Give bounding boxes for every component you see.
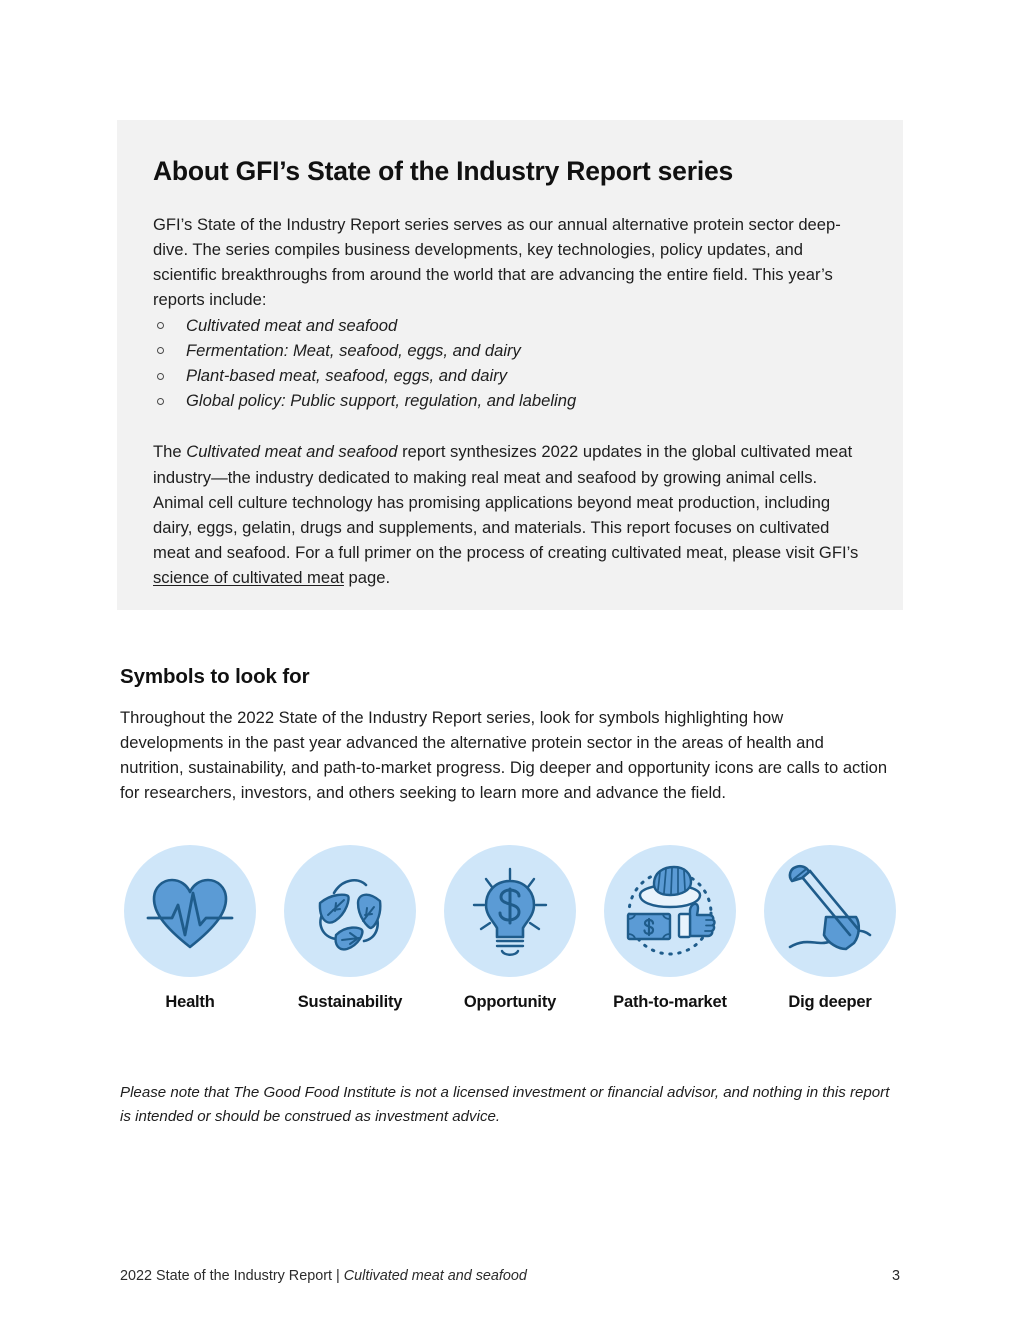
circle-bullet-icon xyxy=(157,397,164,405)
about-callout-box: About GFI’s State of the Industry Report… xyxy=(117,120,903,610)
symbol-label: Opportunity xyxy=(463,993,557,1011)
list-item: Global policy: Public support, regulatio… xyxy=(153,388,867,413)
symbol-item-health: Health xyxy=(120,845,260,1012)
list-item-label: Fermentation: Meat, seafood, eggs, and d… xyxy=(186,340,521,360)
body-lead-text: The xyxy=(153,442,187,462)
body-tail-text: page. xyxy=(343,568,391,588)
footer-title: 2022 State of the Industry Report | Cult… xyxy=(120,1268,527,1284)
page-footer: 2022 State of the Industry Report | Cult… xyxy=(120,1268,900,1284)
callout-body-paragraph: The Cultivated meat and seafood report s… xyxy=(153,439,867,590)
symbol-label: Sustainability xyxy=(297,993,403,1011)
callout-intro-paragraph: GFI’s State of the Industry Report serie… xyxy=(153,214,841,310)
symbol-item-dig-deeper: Dig deeper xyxy=(760,845,900,1012)
heart-pulse-icon xyxy=(146,878,234,949)
callout-title: About GFI’s State of the Industry Report… xyxy=(153,156,734,186)
symbol-icon-row: Health Sustainability xyxy=(120,845,900,1012)
list-item-label: Plant-based meat, seafood, eggs, and dai… xyxy=(186,366,508,386)
symbol-label: Health xyxy=(165,993,215,1011)
symbol-label: Dig deeper xyxy=(788,993,872,1011)
list-item-label: Global policy: Public support, regulatio… xyxy=(186,391,577,411)
symbol-label: Path-to-market xyxy=(613,993,727,1011)
report-series-list: Cultivated meat and seafood Fermentation… xyxy=(153,313,867,414)
circle-bullet-icon xyxy=(157,347,164,355)
symbols-paragraph: Throughout the 2022 State of the Industr… xyxy=(120,707,888,803)
circle-bullet-icon xyxy=(157,322,164,330)
footer-title-plain: 2022 State of the Industry Report | xyxy=(120,1268,344,1284)
page-number: 3 xyxy=(891,1268,900,1284)
body-mid-text: report synthesizes 2022 updates in the g… xyxy=(153,442,859,563)
icon-circle-background xyxy=(764,845,896,977)
icon-circle-background xyxy=(444,845,576,977)
symbol-item-sustainability: Sustainability xyxy=(280,845,420,1012)
science-of-cultivated-meat-link[interactable]: science of cultivated meat xyxy=(153,568,344,588)
list-item: Cultivated meat and seafood xyxy=(153,313,867,338)
recycling-leaves-icon xyxy=(318,879,382,951)
shovel-icon xyxy=(788,864,872,951)
icon-circle-background xyxy=(284,845,416,977)
symbol-item-path-to-market: Path-to-market xyxy=(600,845,740,1012)
list-item-label: Cultivated meat and seafood xyxy=(186,315,398,335)
list-item: Fermentation: Meat, seafood, eggs, and d… xyxy=(153,338,867,363)
icon-circle-background xyxy=(124,845,256,977)
lightbulb-dollar-icon xyxy=(472,867,548,956)
body-report-name: Cultivated meat and seafood xyxy=(186,442,398,462)
symbol-item-opportunity: Opportunity xyxy=(440,845,580,1012)
circle-bullet-icon xyxy=(157,372,164,380)
symbols-heading: Symbols to look for xyxy=(120,665,310,688)
list-item: Plant-based meat, seafood, eggs, and dai… xyxy=(153,363,867,388)
steak-money-thumbsup-icon xyxy=(626,865,716,956)
investment-disclaimer: Please note that The Good Food Institute… xyxy=(120,1084,890,1125)
icon-circle-background xyxy=(604,845,736,977)
footer-title-italic: Cultivated meat and seafood xyxy=(343,1268,527,1284)
